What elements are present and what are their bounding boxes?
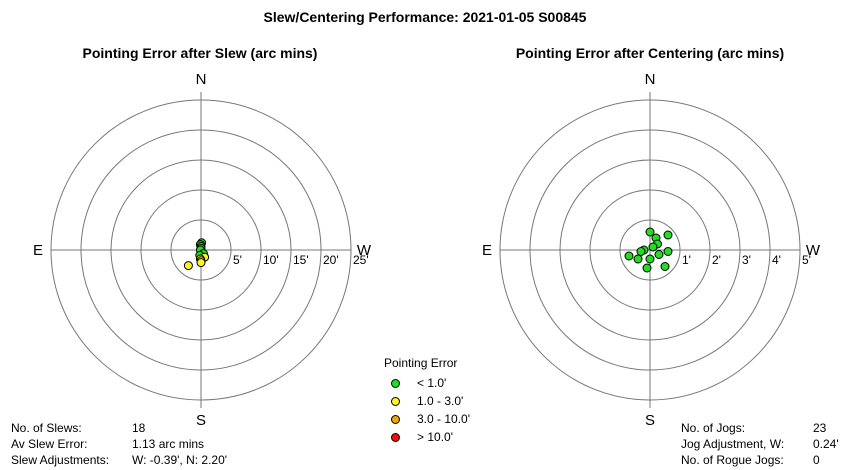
legend-label: > 10.0' — [417, 430, 453, 444]
slews-count-value: 18 — [132, 421, 146, 435]
rogue-jogs-value: 0 — [813, 453, 820, 467]
centering-data-point — [660, 262, 670, 271]
centering-data-point — [636, 247, 646, 256]
slew-ring-label: 10' — [263, 253, 279, 267]
jogs-count-label: No. of Jogs: — [681, 421, 746, 435]
legend-item: < 1.0' — [384, 376, 457, 394]
centering-data-point — [654, 250, 664, 259]
slew-ring-label: 5' — [233, 253, 242, 267]
centering-compass-west: W — [806, 242, 821, 259]
slew-ring-label: 25' — [353, 253, 369, 267]
legend-item: > 10.0' — [384, 430, 457, 448]
legend-swatch-red — [391, 433, 400, 442]
slew-compass-west: W — [357, 242, 372, 259]
centering-data-point — [663, 247, 673, 256]
slews-count-label: No. of Slews: — [11, 421, 82, 435]
centering-data-point — [642, 263, 652, 273]
slew-adjustments-value: W: -0.39', N: 2.20' — [132, 453, 228, 467]
slew-adjustments-label: Slew Adjustments: — [11, 453, 110, 467]
centering-data-point — [663, 230, 673, 240]
legend-swatch-orange — [391, 415, 400, 424]
legend: Pointing Error < 1.0' 1.0 - 3.0' 3.0 - 1… — [384, 356, 470, 448]
rogue-jogs-label: No. of Rogue Jogs: — [681, 453, 784, 467]
centering-ring-label: 5' — [802, 253, 811, 267]
slew-ring-label: 15' — [293, 253, 309, 267]
report-title: Slew/Centering Performance: 2021-01-05 S… — [263, 9, 587, 25]
legend-swatch-yellow — [391, 397, 400, 406]
legend-item: 1.0 - 3.0' — [384, 394, 463, 412]
slew-ring-label: 20' — [323, 253, 339, 267]
slew-compass-south: S — [196, 412, 206, 429]
centering-data-point — [645, 227, 655, 237]
av-slew-error-label: Av Slew Error: — [11, 437, 88, 451]
legend-label: 3.0 - 10.0' — [417, 412, 470, 426]
jog-stats: No. of Jogs: 23 Jog Adjustment, W: 0.24'… — [681, 420, 846, 468]
legend-swatch-green — [391, 379, 400, 388]
centering-ring-label: 1' — [682, 253, 691, 267]
slew-data-point — [183, 261, 193, 271]
centering-data-point — [624, 251, 634, 261]
centering-chart-title: Pointing Error after Centering (arc mins… — [515, 45, 785, 61]
centering-data-point — [648, 242, 658, 252]
centering-compass-east: E — [482, 242, 492, 259]
jogs-count-value: 23 — [813, 421, 827, 435]
centering-ring-label: 4' — [772, 253, 781, 267]
legend-item: 3.0 - 10.0' — [384, 412, 470, 430]
legend-label: 1.0 - 3.0' — [417, 394, 464, 408]
jog-adjustment-label: Jog Adjustment, W: — [681, 437, 785, 451]
slew-stats: No. of Slews: 18 Av Slew Error: 1.13 arc… — [11, 420, 311, 468]
slew-compass-east: E — [33, 242, 43, 259]
centering-ring-label: 2' — [712, 253, 721, 267]
legend-label: < 1.0' — [417, 376, 447, 390]
av-slew-error-value: 1.13 arc mins — [132, 437, 205, 451]
centering-data-point — [645, 254, 655, 264]
centering-compass-south: S — [645, 412, 655, 429]
centering-ring-label: 3' — [742, 253, 751, 267]
centering-data-point — [633, 254, 643, 264]
legend-title: Pointing Error — [384, 356, 458, 370]
jog-adjustment-value: 0.24' — [813, 437, 839, 451]
slew-chart-title: Pointing Error after Slew (arc mins) — [82, 45, 318, 61]
centering-compass-north: N — [645, 71, 656, 88]
slew-compass-north: N — [196, 71, 207, 88]
slew-data-point — [196, 258, 206, 268]
